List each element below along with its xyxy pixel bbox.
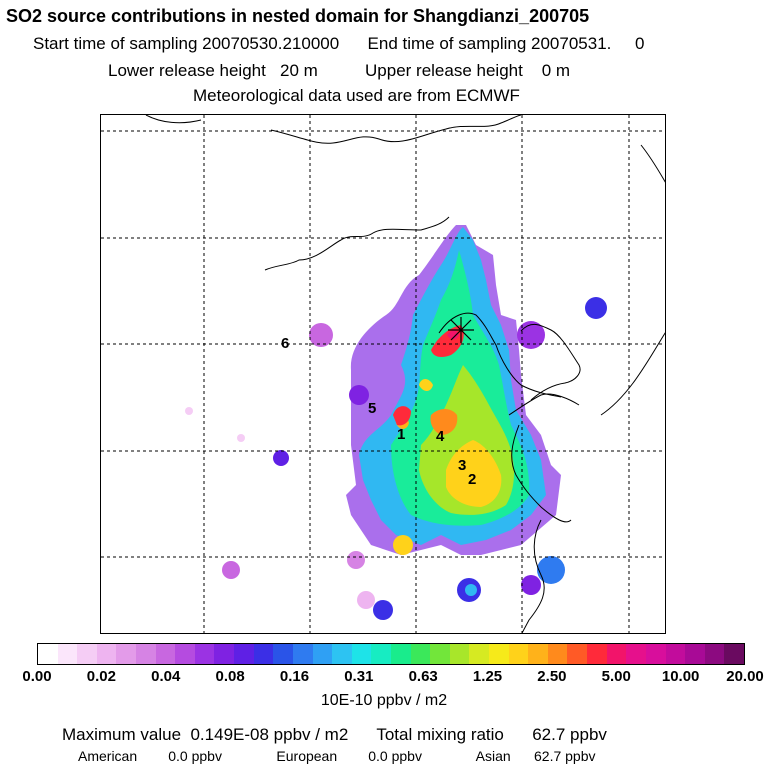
color-swatch (116, 644, 137, 664)
color-swatch (214, 644, 235, 664)
source-label-4: 4 (436, 428, 445, 445)
color-swatch (528, 644, 548, 664)
color-swatch (547, 644, 568, 664)
color-swatch (508, 644, 529, 664)
color-scale-tick-label: 20.00 (726, 668, 764, 685)
color-swatch (312, 644, 333, 664)
color-swatch (724, 644, 744, 664)
color-swatch (77, 644, 97, 664)
color-scale-bar (37, 643, 745, 665)
color-scale-tick-label: 2.50 (537, 668, 567, 685)
color-scale-tick-label: 0.00 (22, 668, 52, 685)
color-scale-unit: 10E-10 ppbv / m2 (320, 692, 448, 709)
color-swatch (567, 644, 588, 664)
map-panel: 6 5 1 4 3 2 (100, 114, 666, 634)
color-scale-tick-label: 0.04 (151, 668, 181, 685)
color-swatch (57, 644, 78, 664)
color-swatch (626, 644, 646, 664)
color-swatch (194, 644, 215, 664)
source-label-2: 2 (468, 471, 477, 488)
source-label-5: 5 (368, 400, 377, 417)
source-label-1: 1 (397, 426, 406, 443)
color-scale-tick-label: 5.00 (601, 668, 631, 685)
color-swatch (332, 644, 352, 664)
color-swatch (410, 644, 431, 664)
sampling-time-line: Start time of sampling 20070530.210000 E… (33, 34, 645, 53)
color-scale-tick-label: 0.63 (408, 668, 438, 685)
color-scale-tick-label: 1.25 (472, 668, 503, 685)
color-swatch (292, 644, 313, 664)
coastlines (145, 115, 665, 633)
concentration-field (185, 225, 607, 620)
color-swatch (469, 644, 490, 664)
color-swatch (136, 644, 156, 664)
color-swatch (38, 644, 58, 664)
plot-title: SO2 source contributions in nested domai… (6, 6, 590, 26)
statistics-line: Maximum value 0.149E-08 ppbv / m2 Total … (62, 725, 607, 744)
source-label-3: 3 (458, 457, 467, 474)
color-swatch (645, 644, 666, 664)
color-scale-tick-label: 0.31 (344, 668, 374, 685)
release-height-line: Lower release height 20 m Upper release … (108, 61, 571, 80)
color-swatch (449, 644, 470, 664)
color-swatch (489, 644, 509, 664)
color-swatch (430, 644, 450, 664)
color-swatch (351, 644, 372, 664)
color-swatch (175, 644, 195, 664)
color-swatch (704, 644, 725, 664)
color-scale-tick-label: 10.00 (661, 668, 700, 685)
color-scale-tick-label: 0.16 (279, 668, 310, 685)
color-swatch (371, 644, 391, 664)
color-swatch (665, 644, 686, 664)
graticule (101, 115, 665, 633)
color-swatch (155, 644, 176, 664)
color-scale-tick-label: 0.08 (215, 668, 245, 685)
map-svg (101, 115, 665, 633)
color-swatch (587, 644, 607, 664)
color-scale-tick-label: 0.02 (86, 668, 116, 685)
color-swatch (606, 644, 627, 664)
receptor-marker-icon (448, 317, 474, 343)
regional-contributions-line: American 0.0 ppbv European 0.0 ppbv Asia… (78, 748, 596, 764)
color-swatch (685, 644, 705, 664)
color-swatch (273, 644, 293, 664)
color-swatch (234, 644, 254, 664)
source-label-6: 6 (281, 335, 290, 352)
color-swatch (96, 644, 117, 664)
meteorology-source-line: Meteorological data used are from ECMWF (193, 86, 520, 105)
color-swatch (390, 644, 411, 664)
color-swatch (253, 644, 274, 664)
